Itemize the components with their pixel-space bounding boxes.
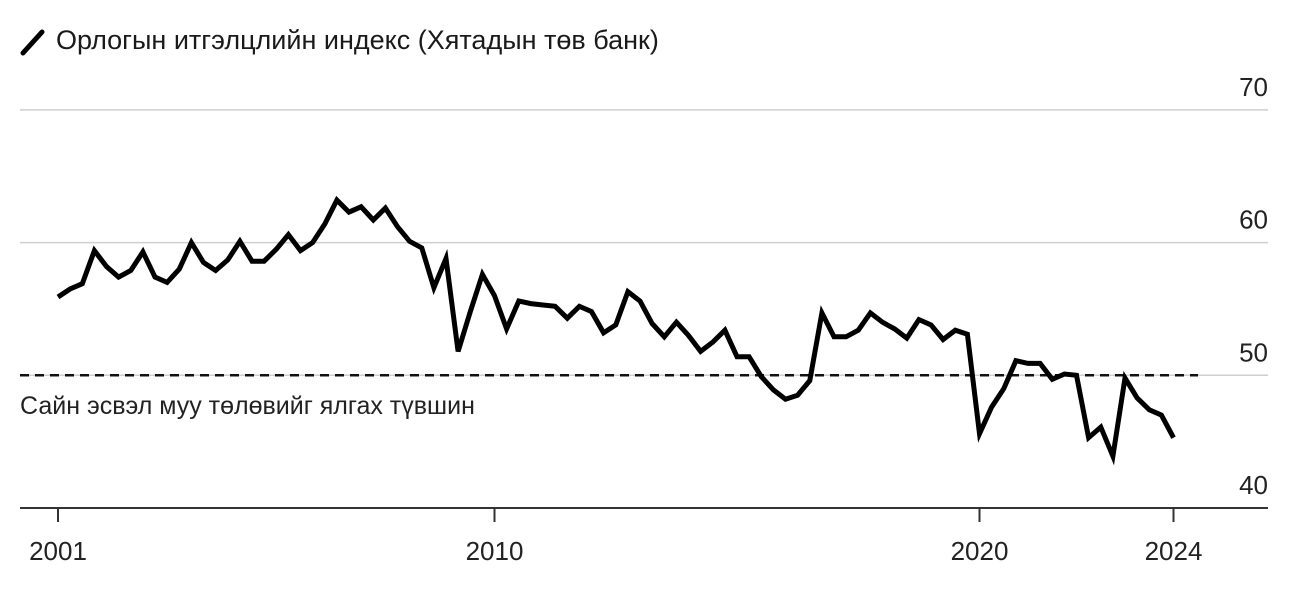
- x-tick-label-2024: 2024: [1145, 536, 1203, 566]
- legend-swatch: [20, 29, 45, 56]
- y-tick-label-50: 50: [1239, 337, 1268, 367]
- y-tick-label-70: 70: [1239, 72, 1268, 102]
- x-tick-label-2010: 2010: [466, 536, 524, 566]
- y-tick-label-60: 60: [1239, 205, 1268, 235]
- reference-line-label: Сайн эсвэл муу төлөвийг ялгах түвшин: [20, 392, 475, 420]
- x-tick-label-2020: 2020: [951, 536, 1009, 566]
- chart-legend: Орлогын итгэлцлийн индекс (Хятадын төв б…: [20, 20, 659, 60]
- x-tick-label-2001: 2001: [29, 536, 87, 566]
- y-tick-label-40: 40: [1239, 470, 1268, 500]
- series-line-0: [56, 195, 1176, 466]
- legend-label: Орлогын итгэлцлийн индекс (Хятадын төв б…: [56, 24, 659, 55]
